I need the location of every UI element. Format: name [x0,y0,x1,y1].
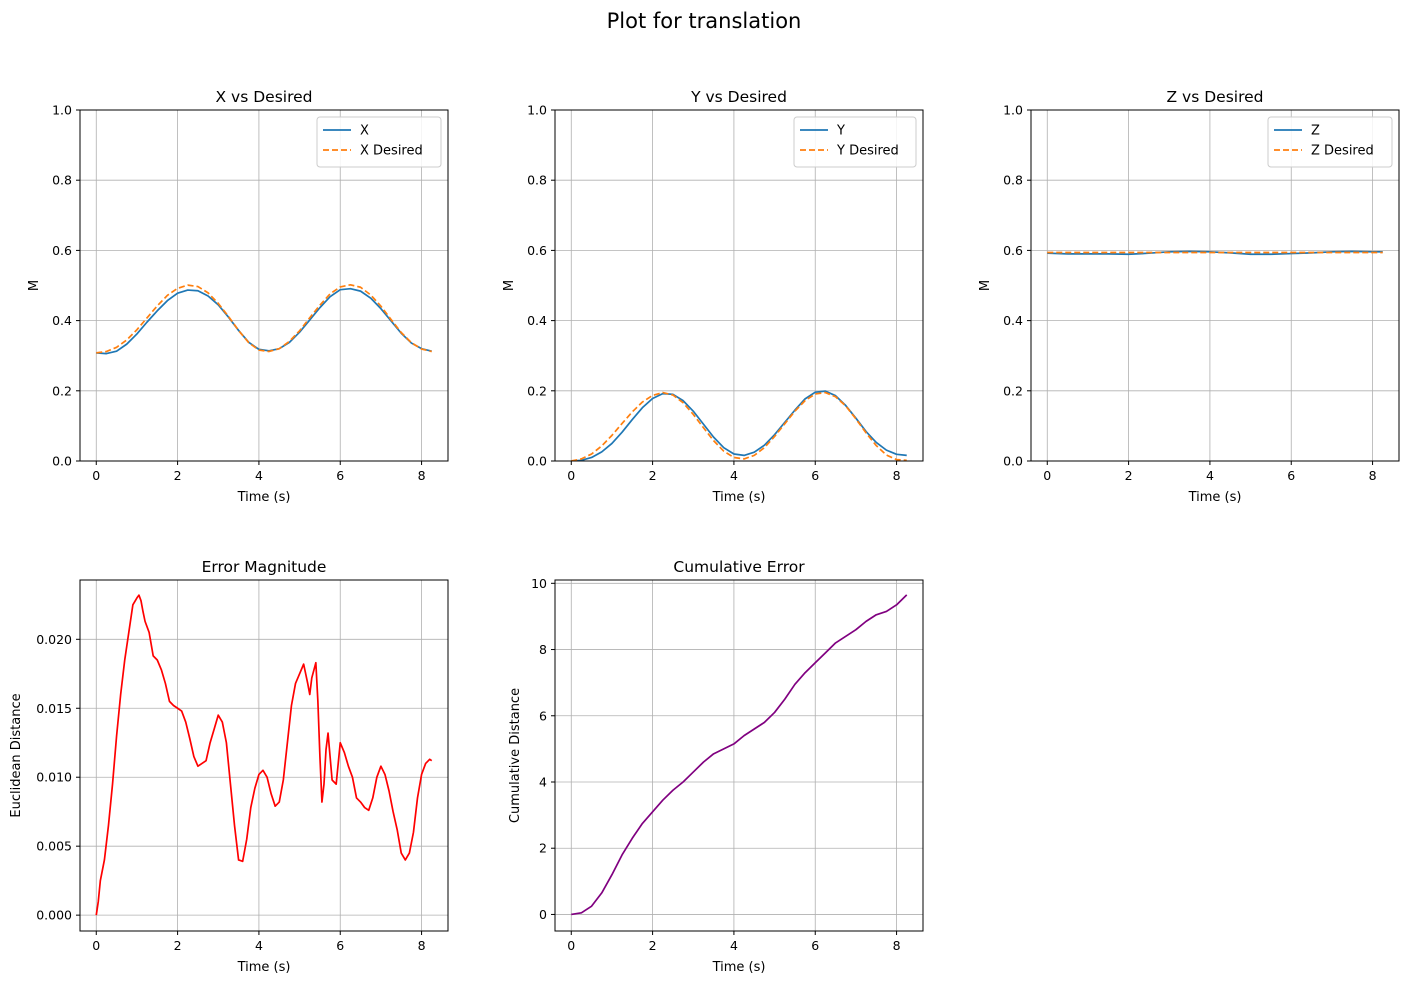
chart-title: Error Magnitude [202,558,327,576]
legend-entry: Y Desired [836,144,899,159]
x-tick-label: 8 [893,468,901,483]
chart-title: Z vs Desired [1167,88,1264,106]
y-axis-label: Cumulative Distance [508,688,523,823]
legend-entry: Y [836,124,845,139]
x-tick-label: 2 [649,938,657,953]
y-tick-label: 0.2 [52,383,72,398]
x-tick-label: 4 [730,468,738,483]
y-tick-label: 2 [539,841,547,856]
x-axis-label: Time (s) [712,960,766,975]
x-tick-label: 4 [255,468,263,483]
legend-entry: X [360,124,369,139]
y-tick-label: 0.6 [52,243,72,258]
x-tick-label: 8 [1369,468,1377,483]
y-tick-label: 0.6 [1003,243,1023,258]
series-line-0 [571,594,908,916]
plot-frame [79,109,449,462]
y-tick-label: 1.0 [52,103,72,118]
y-tick-label: 0.015 [36,701,72,716]
y-tick-label: 0.2 [527,383,547,398]
y-tick-label: 0.4 [527,313,547,328]
y-tick-label: 1.0 [1003,103,1023,118]
x-tick-label: 0 [92,468,100,483]
x-tick-label: 6 [336,938,344,953]
series-line-y [571,390,907,461]
y-tick-label: 0.005 [36,839,72,854]
chart-4: 0 2 4 6 8 0 2 4 6 8 10 Cumulative Error Time (s) Cumu… [508,558,924,975]
legend: Y Y Desired [793,116,917,168]
x-tick-label: 8 [418,938,426,953]
x-tick-label: 2 [174,938,182,953]
y-tick-label: 0 [539,907,547,922]
x-axis-label: Time (s) [237,490,291,505]
figure-suptitle: Plot for translation [607,9,802,33]
x-tick-label: 6 [1287,468,1295,483]
y-tick-label: 0.6 [527,243,547,258]
y-tick-label: 10 [531,576,547,591]
x-tick-label: 8 [893,938,901,953]
series-line-y-desired [571,391,907,461]
y-tick-label: 0.4 [52,313,72,328]
chart-2: 0 2 4 6 8 0.0 0.2 0.4 0.6 0.8 1.0 Z vs Desired Time … [978,88,1400,505]
y-axis-label: Euclidean Distance [9,693,24,817]
legend: X X Desired [316,116,442,168]
x-axis-label: Time (s) [1188,490,1242,505]
y-tick-label: 0.000 [36,908,72,923]
x-tick-label: 0 [1043,468,1051,483]
x-tick-label: 8 [418,468,426,483]
y-tick-label: 4 [539,774,547,789]
y-tick-label: 1.0 [527,103,547,118]
x-tick-label: 2 [174,468,182,483]
plot-frame [554,109,924,462]
y-tick-label: 0.2 [1003,383,1023,398]
x-tick-label: 6 [811,468,819,483]
y-tick-label: 0.8 [527,173,547,188]
legend-entry: X Desired [360,144,423,159]
y-tick-label: 6 [539,708,547,723]
series-line-x-desired [96,283,432,354]
legend-box [1267,116,1393,168]
x-tick-label: 2 [1125,468,1133,483]
legend-entry: Z Desired [1311,144,1374,159]
x-axis-label: Time (s) [712,490,766,505]
y-axis-label: M [502,280,517,291]
legend-entry: Z [1311,124,1320,139]
y-tick-label: 0.8 [52,173,72,188]
chart-title: X vs Desired [216,88,313,106]
chart-1: 0 2 4 6 8 0.0 0.2 0.4 0.6 0.8 1.0 Y vs Desired Time … [502,88,924,505]
y-tick-label: 0.0 [527,454,547,469]
y-tick-label: 0.8 [1003,173,1023,188]
chart-title: Y vs Desired [690,88,787,106]
plot-frame [1030,109,1400,462]
chart-3: 0 2 4 6 8 0.000 0.005 0.010 0.015 0.020 Error Magn… [9,558,449,975]
y-tick-label: 8 [539,642,547,657]
y-axis-label: M [27,280,42,291]
y-tick-label: 0.010 [36,770,72,785]
y-tick-label: 0.0 [52,454,72,469]
x-tick-label: 2 [649,468,657,483]
x-tick-label: 0 [92,938,100,953]
x-tick-label: 4 [730,938,738,953]
y-tick-label: 0.020 [36,632,72,647]
series-line-0 [95,594,433,916]
x-tick-label: 6 [336,468,344,483]
x-tick-label: 6 [811,938,819,953]
x-tick-label: 0 [567,468,575,483]
plot-frame [79,579,449,932]
chart-title: Cumulative Error [673,558,805,576]
x-tick-label: 4 [1206,468,1214,483]
x-axis-label: Time (s) [237,960,291,975]
y-tick-label: 0.4 [1003,313,1023,328]
legend-box [793,116,917,168]
legend-box [316,116,442,168]
chart-0: 0 2 4 6 8 0.0 0.2 0.4 0.6 0.8 1.0 X vs Desired Time … [27,88,449,505]
y-tick-label: 0.0 [1003,454,1023,469]
plot-frame [554,579,924,932]
y-axis-label: M [978,280,993,291]
legend: Z Z Desired [1267,116,1393,168]
x-tick-label: 4 [255,938,263,953]
x-tick-label: 0 [567,938,575,953]
